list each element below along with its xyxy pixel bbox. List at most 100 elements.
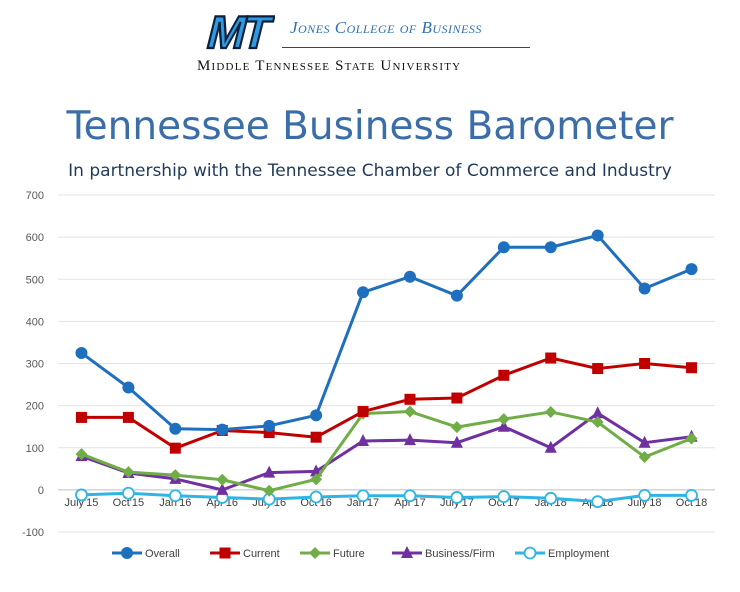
data-point xyxy=(591,229,604,242)
data-point xyxy=(497,419,510,432)
data-point xyxy=(122,411,134,423)
y-tick-label: 100 xyxy=(26,443,44,455)
data-point xyxy=(310,431,322,443)
series-line xyxy=(80,410,693,493)
data-point xyxy=(497,413,510,426)
mt-logo-icon: MT xyxy=(201,6,275,54)
data-point xyxy=(450,491,464,504)
data-point xyxy=(357,406,369,418)
data-point xyxy=(122,381,135,394)
data-point xyxy=(450,435,463,448)
data-point xyxy=(544,241,557,254)
data-point xyxy=(75,448,88,461)
data-point xyxy=(169,422,182,435)
series-future xyxy=(75,405,698,497)
series-employment xyxy=(75,486,698,509)
data-point xyxy=(216,423,229,436)
data-point xyxy=(263,427,275,439)
data-point xyxy=(168,489,182,503)
data-point xyxy=(75,488,88,502)
data-point xyxy=(357,434,370,447)
x-tick-label: Jan'17 xyxy=(347,497,379,509)
series-lines xyxy=(75,229,698,509)
y-tick-label: 700 xyxy=(26,190,44,202)
legend-label: Overall xyxy=(145,548,180,560)
data-point xyxy=(404,393,416,405)
data-point xyxy=(403,433,416,446)
data-point xyxy=(310,409,323,422)
data-point xyxy=(75,346,88,359)
legend-label: Employment xyxy=(548,548,609,560)
series-overall xyxy=(75,229,698,436)
y-tick-label: 600 xyxy=(26,232,44,244)
data-point xyxy=(121,486,135,500)
y-tick-label: 400 xyxy=(26,316,44,328)
university-name: Middle Tennessee State University xyxy=(197,58,462,74)
data-point xyxy=(685,488,698,502)
legend: Overall Current Future Business/Firm Employm… xyxy=(112,546,609,560)
college-name: Jones College of Business xyxy=(290,18,482,37)
data-point xyxy=(592,363,604,375)
y-axis-tick-labels: -100 0 100 200 300 400 500 600 700 xyxy=(22,190,44,539)
header-divider xyxy=(282,47,530,48)
series-line xyxy=(81,356,692,450)
data-point xyxy=(216,482,229,495)
data-point xyxy=(639,358,651,369)
data-point xyxy=(403,489,417,503)
data-point xyxy=(356,489,370,503)
page-subtitle: In partnership with the Tennessee Chambe… xyxy=(68,161,672,181)
data-point xyxy=(545,352,557,364)
data-point xyxy=(216,473,229,486)
data-point xyxy=(638,488,652,502)
data-point xyxy=(544,491,558,505)
data-point xyxy=(403,270,416,283)
data-point xyxy=(451,392,463,404)
data-point xyxy=(685,263,698,276)
legend-item: Business/Firm xyxy=(392,546,495,560)
legend-item: Overall xyxy=(112,547,180,560)
data-point xyxy=(309,490,323,504)
data-point xyxy=(544,405,557,418)
legend-swatch-marker xyxy=(523,546,537,560)
y-tick-label: 0 xyxy=(38,485,44,497)
data-point xyxy=(169,442,181,454)
logo-text: MT xyxy=(202,7,275,54)
legend-item: Current xyxy=(210,547,280,560)
data-point xyxy=(263,419,276,432)
legend-swatch-marker xyxy=(219,547,231,559)
data-point xyxy=(638,435,651,448)
legend-swatch-marker xyxy=(401,546,413,558)
series-line xyxy=(81,491,692,504)
data-point xyxy=(122,466,135,479)
data-point xyxy=(638,451,651,464)
data-point xyxy=(685,432,698,445)
x-tick-label: Oct'18 xyxy=(676,497,707,509)
page-title: Tennessee Business Barometer xyxy=(66,104,674,149)
legend-swatch-marker xyxy=(121,547,133,559)
data-point xyxy=(263,465,276,478)
legend-label: Business/Firm xyxy=(425,548,495,560)
legend-swatch-marker xyxy=(309,547,321,559)
x-tick-label: Jan'16 xyxy=(159,497,191,509)
series-business-firm xyxy=(75,406,698,495)
series-current xyxy=(75,352,698,454)
data-point xyxy=(591,416,604,429)
data-point xyxy=(544,440,557,453)
data-point xyxy=(498,369,510,381)
data-point xyxy=(591,495,605,509)
data-point xyxy=(403,405,416,418)
x-tick-label: Oct'15 xyxy=(113,497,144,509)
series-line xyxy=(80,233,693,432)
legend-item: Future xyxy=(300,547,365,560)
data-point xyxy=(450,421,463,434)
data-point xyxy=(357,286,370,299)
data-point xyxy=(497,241,510,254)
data-point xyxy=(686,362,698,374)
y-tick-label: -100 xyxy=(22,527,44,539)
data-point xyxy=(497,490,511,504)
y-tick-label: 300 xyxy=(26,359,44,371)
gridlines xyxy=(58,194,715,533)
data-point xyxy=(75,411,87,423)
legend-label: Future xyxy=(333,548,365,560)
x-tick-label: Apr'17 xyxy=(394,497,425,509)
